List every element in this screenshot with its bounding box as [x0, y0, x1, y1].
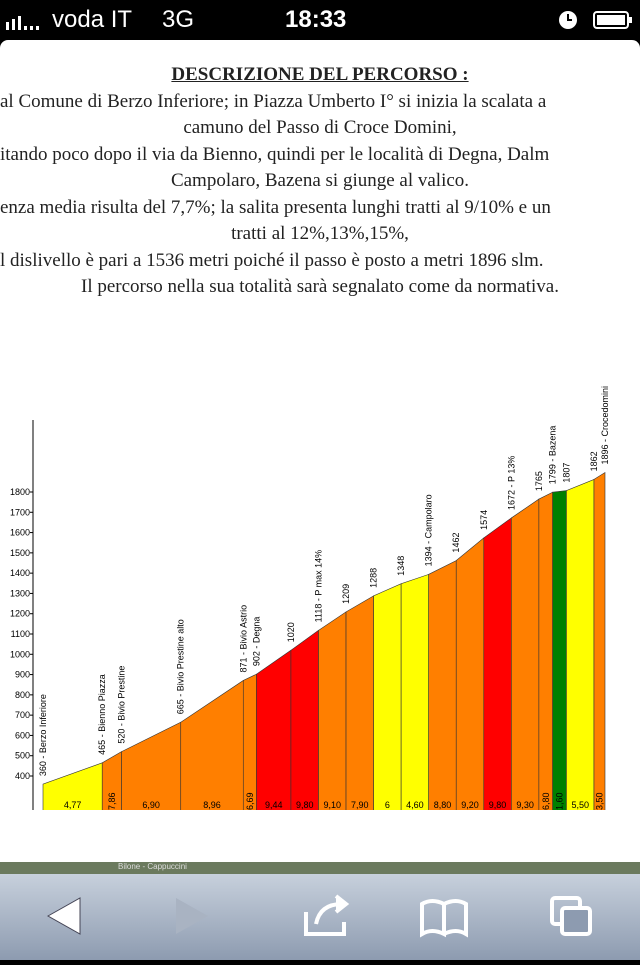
grade-label: 3,50	[594, 792, 604, 810]
profile-segment	[318, 611, 347, 810]
point-label: 665 - Bivio Prestine alto	[176, 619, 186, 714]
point-label: 1896 - Crocedomini	[600, 386, 610, 465]
grade-label: 5,50	[571, 800, 589, 810]
point-label: 1118 - P max 14%	[313, 550, 323, 623]
point-label: 1574	[479, 510, 489, 530]
profile-segment	[400, 573, 429, 810]
doc-line: enza media risulta del 7,7%; la salita p…	[0, 196, 551, 218]
y-tick-label: 800	[15, 690, 30, 700]
clock: 18:33	[285, 6, 347, 33]
profile-segment	[552, 490, 567, 810]
y-tick-label: 1000	[10, 649, 30, 659]
profile-segment	[483, 517, 512, 810]
grade-label: 7,90	[351, 800, 369, 810]
profile-segment	[180, 679, 244, 810]
point-label: 1807	[561, 463, 571, 483]
profile-segment	[428, 560, 457, 810]
carrier: voda IT	[52, 6, 133, 33]
point-label: 902 - Degna	[252, 617, 262, 667]
grade-label: 7,86	[107, 792, 117, 810]
profile-segment	[455, 537, 485, 810]
grade-label: 9,44	[265, 800, 283, 810]
doc-line: camuno del Passo di Croce Domini,	[183, 117, 457, 138]
signal-icon	[6, 16, 39, 30]
doc-line: l dislivello è pari a 1536 metri poiché …	[0, 249, 544, 271]
profile-segment	[121, 721, 182, 810]
y-tick-label: 400	[15, 771, 30, 781]
y-tick-label: 1600	[10, 528, 30, 538]
y-tick-label: 1400	[10, 568, 30, 578]
point-label: 1209	[341, 584, 351, 604]
profile-segment	[242, 673, 257, 810]
tabs-button[interactable]	[550, 896, 592, 936]
profile-segment	[256, 649, 292, 810]
y-tick-label: 1500	[10, 548, 30, 558]
grade-label: 9,80	[296, 800, 314, 810]
grade-label: 8,96	[203, 800, 221, 810]
point-label: 871 - Bivio Astrio	[238, 605, 248, 673]
doc-title: DESCRIZIONE DEL PERCORSO :	[171, 64, 469, 85]
profile-segment	[373, 583, 402, 810]
y-tick-label: 1300	[10, 588, 30, 598]
point-label: 1288	[369, 568, 379, 588]
y-tick-label: 1100	[11, 629, 30, 639]
y-tick-label: 1700	[10, 507, 30, 517]
grade-label: 6,80	[541, 792, 551, 810]
y-tick-label: 700	[15, 710, 30, 720]
grade-label: 9,80	[489, 800, 507, 810]
browser-toolbar	[0, 874, 640, 960]
map-strip: Bilone - Cappuccini	[0, 862, 640, 874]
bookmarks-button[interactable]	[420, 899, 468, 938]
back-button[interactable]	[46, 897, 81, 935]
y-tick-label: 1200	[10, 609, 30, 619]
point-label: 520 - Bivio Prestine	[117, 666, 127, 744]
grade-label: 6,90	[142, 800, 160, 810]
y-tick-label: 1800	[10, 487, 30, 497]
grade-label: 6,69	[245, 792, 255, 810]
grade-label: 4,60	[406, 800, 424, 810]
grade-label: 6	[385, 800, 390, 810]
grade-label: 9,30	[516, 800, 534, 810]
grade-label: 1,60	[555, 792, 565, 810]
doc-line: Campolaro, Bazena si giunge al valico.	[170, 170, 470, 191]
status-bar: voda IT 3G 18:33	[0, 0, 640, 40]
map-label: Bilone - Cappuccini	[118, 862, 187, 871]
point-label: 1348	[396, 556, 406, 576]
toolbar-icons	[46, 894, 592, 938]
forward-button	[176, 898, 208, 934]
profile-segment	[538, 491, 553, 810]
profile-segment	[511, 498, 540, 810]
point-label: 1020	[286, 622, 296, 642]
point-label: 1765	[534, 471, 544, 491]
profile-segment	[593, 471, 606, 810]
point-label: 1394 - Campolaro	[424, 494, 434, 566]
point-label: 1462	[451, 533, 461, 553]
point-label: 360 - Berzo Inferiore	[38, 694, 48, 776]
profile-segment	[345, 595, 374, 810]
doc-line: tratti al 12%,13%,15%,	[231, 223, 409, 244]
grade-label: 8,80	[434, 800, 452, 810]
grade-label: 9,10	[323, 800, 341, 810]
share-button[interactable]	[304, 894, 350, 936]
y-tick-label: 500	[15, 751, 30, 761]
grade-label: 4,77	[64, 800, 82, 810]
point-label: 1799 - Bazena	[548, 426, 558, 485]
status-icons	[559, 11, 632, 29]
network: 3G	[162, 6, 195, 33]
point-label: 465 - Bienno Piazza	[97, 674, 107, 755]
point-label: 1862	[589, 451, 599, 471]
profile-segment	[566, 478, 595, 810]
y-tick-label: 900	[15, 670, 30, 680]
doc-line: Il percorso nella sua totalità sarà segn…	[81, 276, 559, 297]
elevation-profile: 4,77 7,86 6,90 8,96 6,69 9,44 9,80 9,10 7,90 6 4,6…	[10, 386, 610, 810]
doc-line: al Comune di Berzo Inferiore; in Piazza …	[0, 90, 547, 112]
y-tick-label: 600	[15, 730, 30, 740]
doc-line: itando poco dopo il via da Bienno, quind…	[0, 143, 550, 165]
profile-segment	[290, 629, 319, 810]
grade-label: 9,20	[461, 800, 479, 810]
web-page: DESCRIZIONE DEL PERCORSO : al Comune di …	[0, 40, 640, 862]
document: DESCRIZIONE DEL PERCORSO : al Comune di …	[0, 62, 640, 301]
point-label: 1672 - P 13%	[506, 456, 516, 510]
